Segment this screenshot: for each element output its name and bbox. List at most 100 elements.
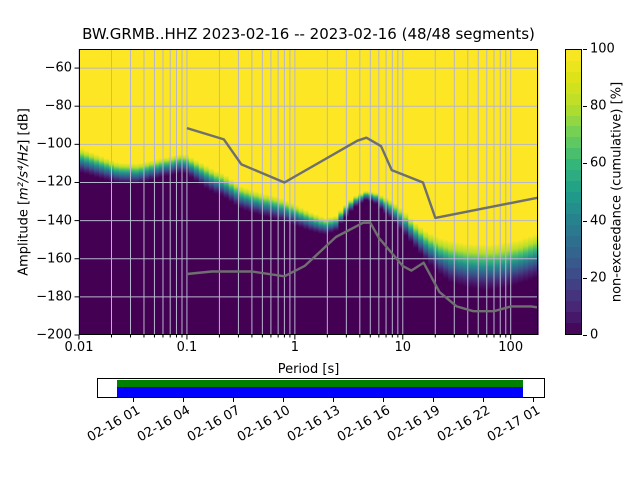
plot-border [79,49,538,335]
heatmap-column [193,49,200,335]
colorbar-label: non-exceedance (cumulative) [%] [609,81,625,303]
y-tick-label: −180 [36,289,72,305]
coverage-data-bar [117,380,523,387]
y-tick-label: −200 [36,327,72,343]
heatmap-column [418,49,424,335]
colorbar-step [566,268,581,280]
colorbar-step [566,115,581,127]
heatmap-column [303,49,310,335]
timeline-tick-label: 02-16 04 [134,403,193,446]
heatmap-column [83,49,90,335]
heatmap-column [458,49,464,335]
heatmap-column [428,49,434,335]
x-tick-label: 0.1 [176,340,198,355]
y-tick-label: −120 [36,174,72,190]
heatmap-column [218,49,225,335]
nhnm-noise-model-line [186,126,539,220]
y-tick-label: −140 [36,213,72,229]
colorbar-tick-label: 0 [590,327,599,343]
heatmap-column [408,49,414,335]
colorbar [565,49,582,335]
heatmap-column [273,49,280,335]
heatmap-column [398,49,404,335]
colorbar-step [566,323,581,334]
colorbar-step [566,191,581,203]
coverage-extent-bar [117,387,523,397]
heatmap-column [263,49,270,335]
colorbar-tick [583,277,587,279]
heatmap-column [328,49,335,335]
heatmap-column [113,49,120,335]
heatmap-column [138,49,145,335]
colorbar-step [566,301,581,313]
heatmap-column [493,49,499,335]
heatmap-column [208,49,215,335]
timeline-tick-label: 02-16 10 [234,403,293,446]
timeline-tick [483,398,484,402]
timeline-tick-label: 02-16 19 [384,403,443,446]
x-tick-label: 10 [394,340,412,355]
plot-title: BW.GRMB..HHZ 2023-02-16 -- 2023-02-16 (4… [82,25,535,43]
heatmap-column [163,49,170,335]
colorbar-tick [583,49,587,50]
timeline-tick-label: 02-16 16 [334,403,393,446]
colorbar-step [566,170,581,182]
heatmap-column [468,49,474,335]
heatmap-column [333,49,340,335]
heatmap-column [463,49,469,335]
heatmap-column [243,49,250,335]
heatmap-column [103,49,110,335]
colorbar-step [566,82,581,94]
heatmap-column [453,49,459,335]
colorbar-tick-label: 40 [590,213,607,229]
heatmap-column [313,49,320,335]
y-tick-label: −100 [36,136,72,152]
timeline-tick-label: 02-16 01 [84,403,143,446]
heatmap-column [523,49,529,335]
timeline-tick [283,398,284,402]
heatmap-column [128,49,135,335]
heatmap-column [528,49,534,335]
colorbar-step [566,290,581,302]
heatmap-column [513,49,519,335]
colorbar-step [566,202,581,214]
heatmap-column [188,49,195,335]
heatmap-column [238,49,245,335]
timeline-tick-label: 02-16 07 [184,403,243,446]
heatmap-column [148,49,155,335]
colorbar-step [566,246,581,258]
heatmap-column [363,49,369,335]
colorbar-step [566,181,581,192]
heatmap-column [233,49,240,335]
heatmap-column [498,49,504,335]
colorbar-step [566,312,581,324]
heatmap-column [348,49,354,335]
timeline-tick [433,398,434,402]
colorbar-step [566,159,581,171]
colorbar-tick [583,335,587,336]
colorbar-step [566,126,581,138]
x-tick-label: 100 [498,340,524,355]
timeline-tick-label: 02-17 01 [484,403,543,446]
colorbar-step [566,148,581,160]
heatmap-column [483,49,489,335]
colorbar-step [566,71,581,83]
colorbar-step [566,213,581,225]
heatmap-column [288,49,295,335]
colorbar-step [566,257,581,269]
heatmap-column [198,49,205,335]
heatmap-column [168,49,175,335]
y-axis-label-units: m²/s⁴/Hz [16,144,32,200]
colorbar-step [566,279,581,291]
heatmap-column [283,49,290,335]
y-tick-label: −80 [44,98,72,114]
timeline-tick [233,398,234,402]
heatmap-column [443,49,449,335]
colorbar-step [566,93,581,105]
heatmap-column [98,49,105,335]
heatmap-column [293,49,300,335]
x-tick-label: 0.01 [64,340,94,355]
heatmap-column [518,49,524,335]
colorbar-tick [583,163,587,165]
